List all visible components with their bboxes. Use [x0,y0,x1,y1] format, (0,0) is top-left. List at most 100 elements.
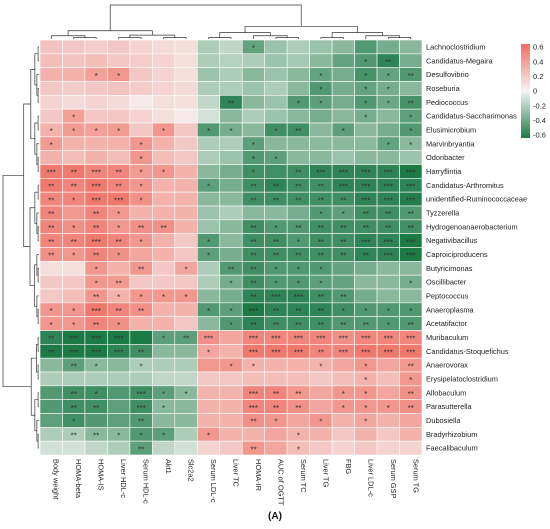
significance-star: ** [71,238,77,247]
row-label: Roseburia [426,84,461,93]
significance-star: ** [273,404,279,413]
significance-star: ** [93,321,99,330]
significance-star: * [364,72,367,81]
heatmap-cell [399,53,423,68]
significance-star: * [207,431,210,440]
row-label: Dubosiella [426,416,461,425]
column-label: Liver LDL-c [366,459,375,497]
heatmap-cell [174,371,198,387]
heatmap-cell [174,427,198,442]
heatmap-cell [152,233,176,248]
heatmap-cell [107,81,131,96]
heatmap-cell [39,95,63,110]
heatmap-cell [331,274,355,290]
significance-star: *** [92,169,101,178]
significance-star: *** [384,196,393,205]
significance-star: ** [295,390,301,399]
heatmap-cell [107,39,131,55]
heatmap-cell [174,136,198,151]
significance-star: * [387,307,390,316]
dendrogram-branch [73,37,97,39]
dendrogram-branch [34,191,39,224]
colorbar-tick: 0.2 [533,72,543,81]
heatmap-cell [241,67,266,82]
significance-star: * [297,265,300,274]
significance-star: * [252,155,255,164]
significance-star: * [274,127,277,136]
significance-star: * [72,196,75,205]
heatmap-cell [62,150,86,165]
heatmap-cell [84,150,108,165]
heatmap-cell [84,136,108,151]
heatmap-cell [196,274,221,290]
dendrogram-branch [37,88,39,103]
dendrogram-branch [30,357,37,416]
significance-star: ** [48,348,54,357]
significance-star: *** [114,196,123,205]
significance-star: ** [250,238,256,247]
significance-star: ** [363,252,369,261]
heatmap-cell [264,108,288,124]
heatmap-cell [219,247,243,262]
colorbar-tick: 0.6 [533,43,543,52]
heatmap-cell [107,385,131,400]
heatmap-cell [286,205,310,221]
heatmap-cell [39,67,63,82]
significance-star: ** [408,362,414,371]
heatmap-cell [219,191,243,207]
significance-star: * [364,307,367,316]
row-label: Allobaculum [426,388,466,397]
heatmap-cell [174,219,198,234]
column-dendrogram [50,4,412,39]
heatmap-cell [264,95,288,110]
column-label: FBG [344,459,353,474]
heatmap-cell [62,95,86,110]
significance-star: * [387,404,390,413]
heatmap-cell [129,330,153,345]
significance-star: * [162,293,165,302]
heatmap-cell [174,247,198,262]
row-label: Marvinbryantia [426,139,475,148]
significance-star: * [162,127,165,136]
heatmap-cell [84,371,108,387]
heatmap-cell [196,371,221,387]
significance-star: ** [273,196,279,205]
significance-star: ** [408,404,414,413]
significance-star: * [50,127,53,136]
significance-star: *** [406,335,415,344]
significance-star: * [72,127,75,136]
significance-star: * [274,265,277,274]
significance-star: ** [71,431,77,440]
dendrogram-branch [37,115,39,131]
heatmap-cell [174,81,198,96]
heatmap-cell [376,357,400,373]
significance-star: * [274,155,277,164]
heatmap-cell [152,53,176,68]
significance-star: *** [361,196,370,205]
heatmap-cell [196,67,221,82]
significance-star: *** [92,348,101,357]
heatmap-cell [219,330,243,345]
heatmap-cell [84,81,108,96]
dendrogram-branch [37,226,39,241]
heatmap-cell [174,205,198,221]
colorbar: 0.6 0.4 0.2 0 -0.2 -0.4 -0.6 [521,43,546,140]
heatmap-cell [196,150,221,165]
significance-star: * [140,238,143,247]
heatmap-cell [129,81,153,96]
row-label: unidentified-Ruminococcaceae [426,195,527,204]
column-label: Serum LDL-c [209,459,218,503]
heatmap-cell [331,53,355,68]
significance-star: ** [138,348,144,357]
significance-star: * [229,321,232,330]
heatmap-cell [376,371,400,387]
significance-star: * [297,431,300,440]
heatmap-cell [286,67,310,82]
heatmap-cell [399,413,423,428]
heatmap-cell [196,288,221,304]
heatmap-cell [129,108,153,124]
heatmap-cell [196,39,221,55]
significance-star: ** [295,252,301,261]
heatmap-cell [376,150,400,165]
heatmap-cell [62,81,86,96]
